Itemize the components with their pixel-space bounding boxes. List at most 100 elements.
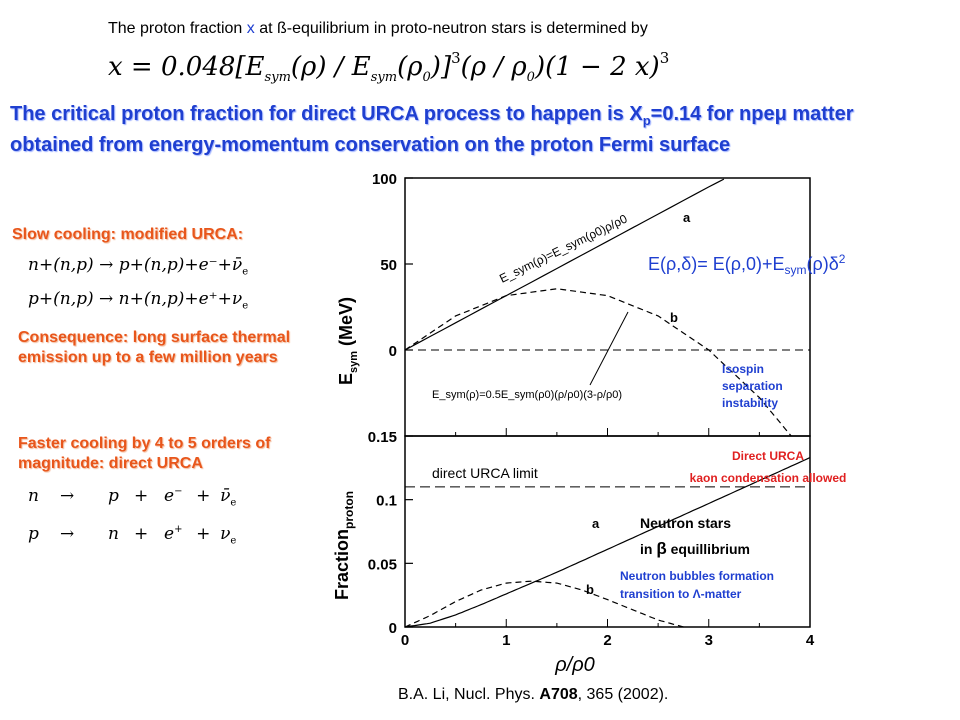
- formula-part: (ρ) / E: [290, 52, 371, 82]
- reaction-text: p+(n,p) → n+(n,p)+e⁺+ν: [28, 289, 243, 309]
- nu-subscript: e: [242, 266, 249, 278]
- reaction-product: e: [164, 486, 175, 506]
- svg-text:Fractionproton: Fractionproton: [332, 491, 356, 600]
- top-ylabel: Esym (MeV): [336, 297, 360, 385]
- charge-symbol: +: [174, 524, 183, 536]
- annotation-tail: (ρ)δ: [807, 254, 839, 274]
- citation: B.A. Li, Nucl. Phys. A708, 365 (2002).: [398, 686, 668, 704]
- bottom-ylabel: Fractionproton: [332, 491, 356, 600]
- bottom-ytick-label: 0.15: [368, 429, 397, 446]
- bottom-series-a-line: [404, 457, 811, 628]
- proton-fraction-formula: x = 0.048[Esym(ρ) / Esym(ρ0)]3(ρ / ρ0)(1…: [108, 49, 670, 86]
- top-ylabel-main: E: [336, 373, 356, 385]
- isospin-note-1: Isospin: [722, 362, 764, 376]
- formula-sub: 0: [526, 70, 535, 86]
- bottom-ylabel-main: Fraction: [332, 529, 352, 600]
- top-ytick-label: 0: [389, 343, 397, 360]
- formula-exponent: 3: [451, 49, 461, 67]
- bottom-series-b-line: [404, 580, 684, 628]
- formula-part: (ρ / ρ: [460, 52, 527, 82]
- nu-subscript: e: [230, 535, 237, 547]
- arrow-symbol: →: [60, 524, 75, 544]
- bottom-ytick-label: 0.1: [376, 493, 397, 510]
- intro-variable: x: [246, 20, 255, 37]
- bottom-xtick-label: 2: [603, 632, 611, 649]
- slow-cooling-heading: Slow cooling: modified URCA:: [12, 226, 244, 243]
- modified-urca-reaction-1: n+(n,p) → p+(n,p)+e⁻+ν̄e: [28, 255, 248, 277]
- bottom-xtick-label: 3: [705, 632, 713, 649]
- curve-a-formula: E_sym(ρ)=E_sym(ρ0)ρ/ρ0: [497, 211, 630, 285]
- top-ytick-label: 50: [380, 257, 397, 274]
- reaction-text: n+(n,p) → p+(n,p)+e⁻+ν̄: [28, 255, 243, 275]
- neutron-stars-label: Neutron stars: [640, 515, 731, 531]
- charge-symbol: −: [174, 486, 183, 498]
- ns-prefix: in: [640, 541, 656, 557]
- critical-fraction-statement: The critical proton fraction for direct …: [10, 102, 910, 158]
- bottom-xtick-label: 4: [806, 632, 815, 649]
- bottom-xtick-label: 0: [401, 632, 409, 649]
- formula-sub: sym: [264, 70, 291, 86]
- annotation-sub: sym: [785, 263, 807, 277]
- intro-prefix: The proton fraction: [108, 20, 247, 37]
- top-ylabel-sub: sym: [348, 351, 360, 373]
- nu-subscript: e: [242, 300, 249, 312]
- bottom-ytick-label: 0.05: [368, 556, 397, 573]
- bottom-series-b-label: b: [586, 582, 594, 597]
- curve-b-formula: E_sym(ρ)=0.5E_sym(ρ0)(ρ/ρ0)(3-ρ/ρ0): [432, 389, 622, 401]
- urca-note-2: kaon condensation allowed: [690, 471, 847, 485]
- direct-urca-limit-label: direct URCA limit: [432, 465, 538, 481]
- formula-sub: sym: [370, 70, 398, 86]
- citation-volume: A708: [539, 686, 578, 703]
- reaction-product: p: [108, 486, 119, 506]
- top-series-b-label: b: [670, 310, 678, 325]
- arrow-symbol: →: [60, 486, 75, 506]
- curve-b-pointer: [589, 311, 629, 386]
- bubble-note-1: Neutron bubbles formation: [620, 569, 774, 583]
- bottom-xlabel: ρ/ρ0: [554, 654, 595, 676]
- bottom-ylabel-sub: proton: [342, 491, 356, 529]
- consequence-text: Consequence: long surface thermal emissi…: [18, 329, 291, 366]
- ns-beta: β: [656, 539, 666, 558]
- formula-part: )(1 − 2 x): [534, 52, 660, 82]
- isospin-note-3: instability: [722, 396, 778, 410]
- citation-prefix: B.A. Li, Nucl. Phys.: [398, 686, 540, 703]
- critical-part: The critical proton fraction for direct …: [10, 103, 643, 125]
- svg-text:Esym (MeV): Esym (MeV): [336, 297, 360, 385]
- citation-suffix: , 365 (2002).: [577, 686, 669, 703]
- top-series-a-label: a: [683, 210, 691, 225]
- urca-note-1: Direct URCA: [732, 449, 804, 463]
- energy-expansion-annotation: E(ρ,δ)= E(ρ,0)+Esym(ρ)δ2: [648, 252, 846, 277]
- plus-symbol: +: [196, 524, 211, 544]
- reaction-product: n: [108, 524, 119, 544]
- direct-urca-reaction-1: n → p + e− + ν̄e: [28, 486, 298, 508]
- formula-part: x = 0.048[E: [108, 52, 265, 82]
- faster-cooling-text: Faster cooling by 4 to 5 orders of magni…: [18, 435, 271, 472]
- modified-urca-reaction-2: p+(n,p) → n+(n,p)+e⁺+νe: [28, 289, 248, 311]
- reaction-product: e: [164, 524, 175, 544]
- nu-subscript: e: [230, 497, 237, 509]
- direct-urca-reaction-2: p → n + e+ + νe: [28, 524, 298, 546]
- top-series-a-line: [404, 178, 725, 351]
- bottom-xtick-label: 1: [502, 632, 510, 649]
- formula-part: (ρ: [397, 52, 423, 82]
- top-series-b-line: [404, 288, 792, 437]
- reaction-lhs: p: [28, 524, 39, 544]
- formula-part: )]: [430, 52, 452, 82]
- critical-sub: p: [642, 113, 651, 128]
- top-ylabel-unit: (MeV): [336, 297, 356, 351]
- neutrino-symbol: ν: [220, 524, 231, 544]
- formula-sub: 0: [422, 70, 431, 86]
- critical-part: =0.14 for npeμ matter obtained from ener…: [10, 103, 854, 156]
- intro-text: The proton fraction x at ß-equilibrium i…: [108, 20, 648, 38]
- formula-exponent: 3: [659, 49, 670, 67]
- top-panel-ticks: 0 50 100: [372, 171, 811, 436]
- isospin-note-2: separation: [722, 379, 783, 393]
- bottom-panel-ticks: 0 0.05 0.1 0.15 0 1 2 3 4: [368, 429, 815, 649]
- bottom-series-a-label: a: [592, 516, 600, 531]
- reaction-lhs: n: [28, 486, 39, 506]
- plus-symbol: +: [134, 486, 149, 506]
- plus-symbol: +: [196, 486, 211, 506]
- bottom-ytick-label: 0: [389, 620, 397, 637]
- annotation-sup: 2: [839, 252, 846, 266]
